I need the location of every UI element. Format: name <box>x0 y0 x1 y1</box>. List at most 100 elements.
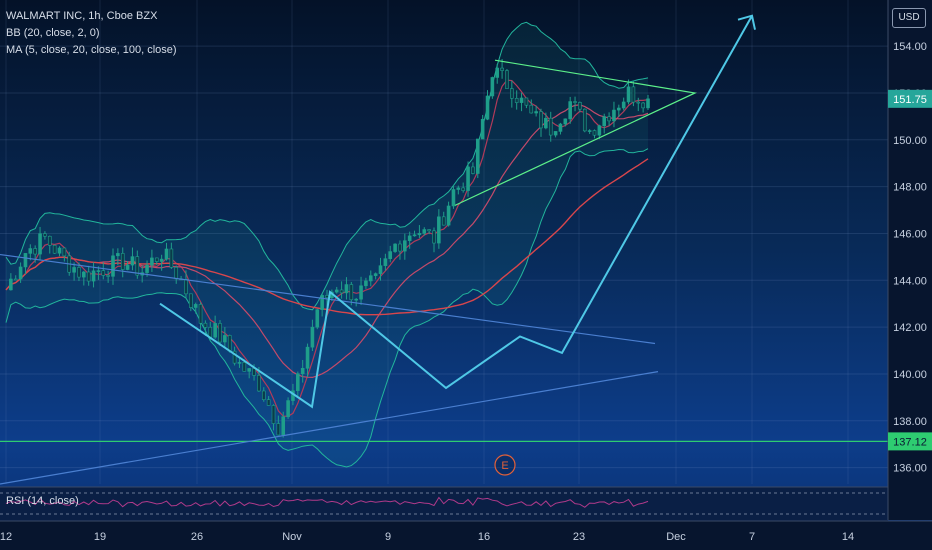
candle-body <box>378 265 383 274</box>
candle-body <box>587 130 592 132</box>
candle-body <box>388 251 393 259</box>
candle-body <box>261 390 266 400</box>
rsi-indicator-label[interactable]: RSI (14, close) <box>6 495 79 507</box>
candle-body <box>510 88 514 99</box>
candle-body <box>223 335 227 343</box>
support-price-label: 137.12 <box>893 436 927 448</box>
candle-body <box>621 101 626 109</box>
candle-body <box>490 77 495 97</box>
candle-body <box>534 111 538 114</box>
candle-body <box>334 289 339 293</box>
candle-body <box>602 116 607 127</box>
candle-body <box>568 101 572 120</box>
price-axis: 136.00 138.00 140.00 142.00 144.00 146.00 148.… <box>887 0 932 520</box>
last-price-label: 151.75 <box>893 94 927 106</box>
time-tick-label: 16 <box>478 531 490 543</box>
candle-body <box>184 279 188 295</box>
candle-body <box>524 97 529 106</box>
candle-body <box>544 117 548 129</box>
descending-trendline <box>0 253 656 345</box>
bollinger-upper <box>5 21 649 311</box>
candle-body <box>47 235 52 246</box>
price-tick-label: 146.00 <box>893 228 927 240</box>
candle-body <box>62 247 67 257</box>
bb-indicator-label[interactable]: BB (20, close, 2, 0) <box>6 27 100 39</box>
candle-body <box>407 235 412 241</box>
candle-body <box>52 244 57 254</box>
candle-body <box>636 101 641 104</box>
candle-body <box>23 253 28 268</box>
candle-body <box>305 346 310 369</box>
candle-body <box>461 187 465 191</box>
candle-body <box>154 257 159 262</box>
candle-body <box>359 285 363 300</box>
candle-body <box>13 278 18 281</box>
candle-body <box>578 102 582 110</box>
candle-body <box>38 233 42 255</box>
candle-body <box>300 367 305 375</box>
candle-body <box>9 278 13 291</box>
bollinger-lower <box>5 148 649 468</box>
earnings-marker[interactable]: E <box>494 454 516 476</box>
candle-body <box>296 373 300 392</box>
candle-body <box>529 104 534 114</box>
candle-body <box>77 267 81 278</box>
candle-body <box>106 275 110 277</box>
price-tick-label: 150.00 <box>893 135 927 147</box>
candle-body <box>626 86 631 103</box>
candle-body <box>247 368 251 372</box>
price-tick-label: 154.00 <box>893 41 927 53</box>
earnings-label: E <box>501 460 508 472</box>
candle-body <box>505 70 509 89</box>
drawings <box>0 14 888 485</box>
candle-body <box>403 240 407 252</box>
candle-body <box>592 130 597 136</box>
symbol-title[interactable]: WALMART INC, 1h, Cboe BZX <box>6 10 158 22</box>
chart-legend: WALMART INC, 1h, Cboe BZX BB (20, close,… <box>6 8 177 59</box>
candle-body <box>281 416 286 436</box>
ma-indicator-label[interactable]: MA (5, close, 20, close, 100, close) <box>6 44 177 56</box>
candle-body <box>150 257 154 266</box>
price-tick-label: 138.00 <box>893 416 927 428</box>
candle-body <box>193 304 198 308</box>
last-price-badge <box>888 89 932 108</box>
candle-body <box>130 256 135 266</box>
candle-body <box>475 138 480 174</box>
candle-body <box>364 280 368 287</box>
candle-body <box>612 109 616 122</box>
candle-body <box>539 111 543 129</box>
support-badge <box>888 432 932 451</box>
candle-body <box>28 248 33 254</box>
price-tick-label: 140.00 <box>893 369 927 381</box>
candle-body <box>373 273 378 276</box>
candle-body <box>232 350 237 364</box>
candle-body <box>125 264 130 270</box>
candle-body <box>451 189 456 207</box>
candles <box>9 59 650 438</box>
candle-body <box>500 67 504 71</box>
time-tick-label: Nov <box>282 531 302 543</box>
triangle-pattern <box>454 59 698 206</box>
candle-body <box>325 295 329 299</box>
candle-body <box>276 423 281 436</box>
time-axis-background <box>0 521 932 550</box>
candle-body <box>427 229 431 232</box>
price-tick-label: 148.00 <box>893 182 927 194</box>
candle-body <box>553 131 558 136</box>
candle-body <box>257 375 261 392</box>
candle-body <box>456 187 461 190</box>
candle-body <box>519 97 524 103</box>
candle-body <box>597 125 602 136</box>
candle-body <box>631 86 636 103</box>
bollinger-fill <box>6 22 648 468</box>
candle-body <box>164 248 169 260</box>
candle-body <box>607 116 611 122</box>
candle-body <box>135 256 140 276</box>
projection-arrow <box>159 15 753 409</box>
candle-body <box>641 102 645 109</box>
candle-body <box>368 275 373 282</box>
currency-button[interactable]: USD <box>892 8 926 28</box>
rsi-pane <box>0 486 888 521</box>
candle-body <box>558 123 563 132</box>
